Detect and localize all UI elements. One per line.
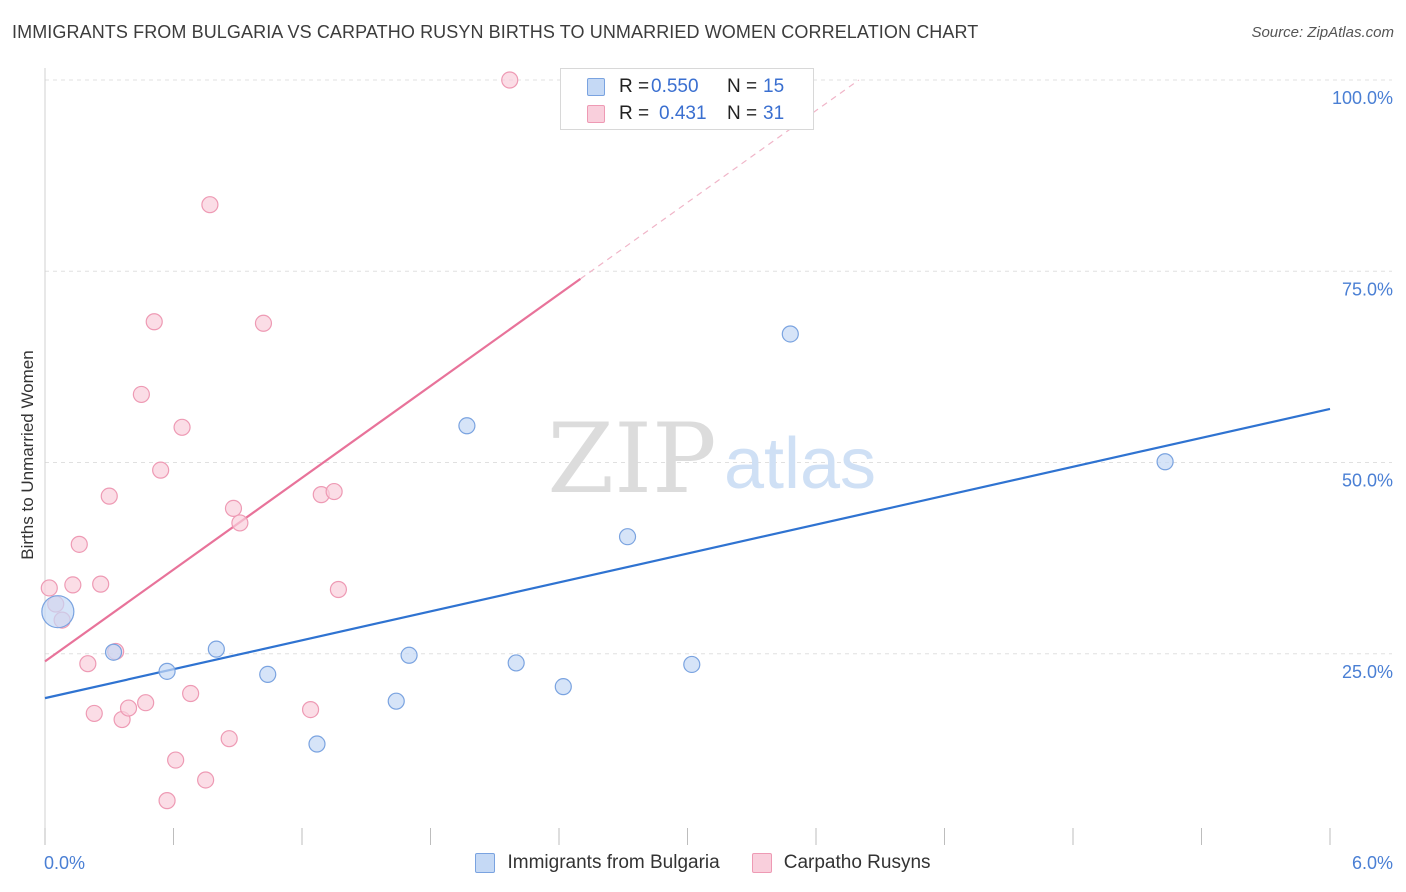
pink-data-point bbox=[325, 482, 343, 501]
chart-title: IMMIGRANTS FROM BULGARIA VS CARPATHO RUS… bbox=[12, 22, 979, 42]
data-points bbox=[40, 71, 1174, 810]
blue-data-point bbox=[158, 662, 176, 680]
blue-data-point bbox=[618, 528, 637, 546]
blue-data-point bbox=[400, 646, 418, 664]
x-tick-label: 0.0% bbox=[44, 853, 85, 873]
pink-data-point bbox=[501, 71, 519, 89]
pink-data-point bbox=[40, 579, 58, 597]
legend-label-carpatho: Carpatho Rusyns bbox=[783, 852, 931, 873]
legend-item-carpatho: Carpatho Rusyns bbox=[751, 852, 931, 874]
pink-data-point bbox=[201, 196, 219, 214]
pink-data-point bbox=[152, 461, 170, 479]
legend-n-value: 31 bbox=[763, 103, 785, 124]
pink-data-point bbox=[85, 704, 103, 723]
legend-r-label: R = bbox=[619, 76, 650, 97]
watermark-atlas: atlas bbox=[724, 424, 876, 504]
blue-data-point bbox=[507, 654, 525, 672]
x-tick-label: 6.0% bbox=[1352, 853, 1393, 873]
pink-data-point bbox=[145, 313, 163, 331]
pink-data-point bbox=[167, 751, 185, 769]
pink-data-point bbox=[224, 499, 243, 517]
legend-n-value: 15 bbox=[763, 76, 785, 97]
pink-data-point bbox=[79, 655, 97, 673]
blue-data-point bbox=[1156, 453, 1174, 471]
pink-data-point bbox=[231, 514, 249, 532]
blue-data-point bbox=[41, 595, 75, 629]
pink-data-point bbox=[197, 771, 215, 789]
y-tick-label: 100.0% bbox=[1332, 88, 1393, 108]
pink-data-point bbox=[137, 694, 155, 712]
pink-data-point bbox=[220, 730, 238, 748]
pink-data-point bbox=[173, 418, 191, 436]
legend-swatch-blue bbox=[475, 853, 496, 873]
blue-trend-line bbox=[44, 407, 1331, 700]
watermark: ZIP atlas bbox=[547, 403, 876, 515]
blue-data-point bbox=[458, 417, 476, 435]
blue-data-point bbox=[308, 735, 326, 753]
pink-data-point bbox=[92, 575, 110, 593]
legend-n-label: N = bbox=[727, 103, 758, 124]
blue-data-point bbox=[781, 325, 799, 343]
pink-trend-extension bbox=[580, 79, 860, 280]
legend-r-value: 0.550 bbox=[651, 76, 699, 97]
legend-swatch-blue bbox=[587, 78, 605, 96]
y-tick-label: 25.0% bbox=[1342, 662, 1393, 682]
legend-row-bulgaria: R = 0.550 N = 15 bbox=[587, 75, 784, 99]
pink-data-point bbox=[64, 576, 82, 594]
axes bbox=[44, 68, 1331, 845]
blue-data-point bbox=[259, 665, 277, 684]
y-tick-label: 50.0% bbox=[1342, 471, 1393, 491]
pink-data-point bbox=[158, 792, 176, 810]
pink-data-point bbox=[182, 684, 200, 703]
pink-data-point bbox=[100, 487, 118, 505]
legend-item-bulgaria: Immigrants from Bulgaria bbox=[475, 852, 720, 874]
legend-swatch-pink bbox=[751, 853, 772, 873]
blue-data-point bbox=[683, 655, 701, 674]
pink-data-point bbox=[301, 700, 320, 719]
y-tick-label: 75.0% bbox=[1342, 279, 1393, 299]
legend-r-label: R = bbox=[619, 103, 650, 124]
blue-data-point bbox=[554, 678, 572, 696]
blue-data-point bbox=[104, 643, 123, 661]
pink-data-point bbox=[119, 699, 138, 717]
legend-label-bulgaria: Immigrants from Bulgaria bbox=[507, 852, 720, 873]
pink-data-point bbox=[329, 580, 348, 599]
blue-data-point bbox=[387, 692, 405, 710]
series-legend: Immigrants from Bulgaria Carpatho Rusyns bbox=[0, 852, 1406, 874]
correlation-legend: R = 0.550 N = 15 R = 0.431 N = 31 bbox=[560, 68, 814, 130]
pink-data-point bbox=[132, 385, 150, 404]
tick-labels: 25.0% 50.0% 75.0% 100.0% 0.0% 6.0% bbox=[44, 88, 1393, 873]
source-label: Source: ZipAtlas.com bbox=[1251, 24, 1394, 41]
pink-data-point bbox=[254, 314, 273, 332]
legend-row-carpatho: R = 0.431 N = 31 bbox=[587, 102, 784, 126]
legend-r-value: 0.431 bbox=[659, 103, 707, 124]
pink-trend-line bbox=[44, 278, 582, 663]
trend-lines bbox=[44, 79, 1331, 700]
blue-data-point bbox=[207, 640, 225, 658]
watermark-zip: ZIP bbox=[547, 403, 716, 515]
legend-n-label: N = bbox=[727, 76, 758, 97]
grid-lines bbox=[45, 79, 1392, 655]
legend-swatch-pink bbox=[587, 105, 605, 123]
pink-data-point bbox=[70, 535, 88, 553]
